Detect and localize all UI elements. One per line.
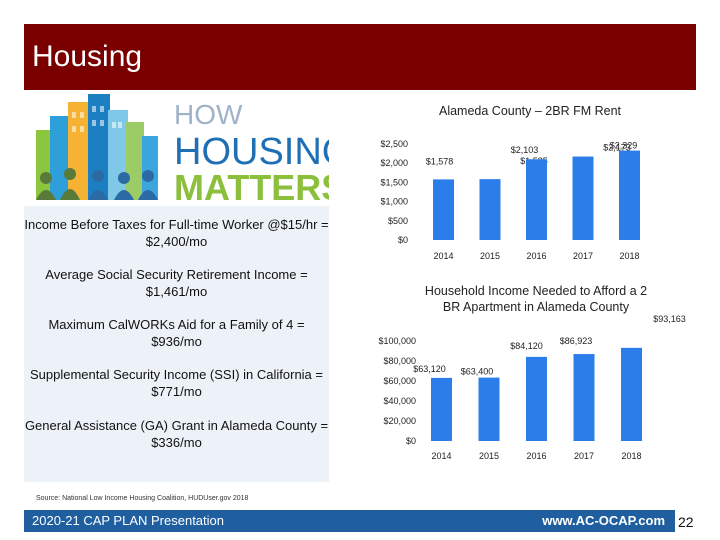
info-item-full-time-worker: Income Before Taxes for Full-time Worker… [24, 217, 329, 249]
rent-bar [526, 159, 547, 240]
income-bar [526, 356, 547, 441]
rent-category-label: 2016 [526, 251, 546, 261]
income-data-label: $93,163 [653, 314, 686, 324]
rent-data-label: $1,578 [426, 156, 454, 166]
rent-ytick-label: $500 [388, 216, 408, 226]
income-ytick-label: $100,000 [378, 336, 416, 346]
income-bar [573, 354, 595, 441]
rent-ytick-label: $2,000 [380, 158, 408, 168]
rent-bar-chart: Alameda County – 2BR FM Rent $0 $500 $1,000… [380, 104, 640, 261]
rent-ytick-label: $2,500 [380, 139, 408, 149]
income-bar [431, 377, 452, 441]
rent-category-label: 2014 [433, 251, 453, 261]
footer-bar: 2020-21 CAP PLAN Presentation www.AC-OCA… [24, 510, 675, 532]
income-category-label: 2016 [526, 451, 546, 461]
logo-buildings-graphic [36, 94, 158, 200]
logo-text-how: HOW [174, 99, 243, 130]
rent-category-label: 2015 [480, 251, 500, 261]
source-note: Source: National Low Income Housing Coal… [36, 495, 249, 502]
income-category-label: 2017 [574, 451, 594, 461]
rent-chart-title-line-1: Alameda County – 2BR FM Rent [439, 104, 622, 118]
income-data-label: $63,400 [461, 367, 494, 377]
income-chart-title-line-2: BR Apartment in Alameda County [443, 300, 630, 314]
income-ytick-label: $80,000 [383, 356, 416, 366]
income-data-label: $63,120 [413, 364, 446, 374]
slide-title: Housing [32, 40, 143, 73]
page-number: 22 [678, 514, 694, 530]
income-bar [478, 377, 500, 441]
rent-ytick-label: $1,500 [380, 177, 408, 187]
footer-presentation-title: 2020-21 CAP PLAN Presentation [32, 513, 224, 528]
footer-website-link[interactable]: www.AC-OCAP.com [542, 513, 665, 528]
rent-ytick-label: $1,000 [380, 197, 408, 207]
info-item-calworks: Maximum CalWORKs Aid for a Family of 4 =… [48, 317, 305, 349]
rent-bar [572, 156, 594, 240]
slide-header: Housing [24, 24, 696, 90]
rent-category-label: 2018 [619, 251, 639, 261]
income-bar [621, 347, 642, 441]
income-chart-title-line-1: Household Income Needed to Afford a 2 [425, 284, 647, 298]
logo-text-housing: HOUSING [174, 131, 329, 173]
income-category-label: 2018 [621, 451, 641, 461]
income-ytick-label: $0 [406, 436, 416, 446]
rent-data-label: $2,173 [603, 143, 631, 153]
income-data-label: $84,120 [510, 341, 543, 351]
rent-bar [433, 179, 454, 240]
income-ytick-label: $40,000 [383, 396, 416, 406]
rent-bar [619, 150, 640, 240]
income-ytick-label: $20,000 [383, 416, 416, 426]
income-category-label: 2015 [479, 451, 499, 461]
income-category-label: 2014 [431, 451, 451, 461]
info-item-general-assistance: General Assistance (GA) Grant in Alameda… [24, 418, 329, 450]
income-ytick-label: $60,000 [383, 376, 416, 386]
rent-category-label: 2017 [573, 251, 593, 261]
info-item-ssi: Supplemental Security Income (SSI) in Ca… [30, 367, 323, 399]
income-info-panel: Income Before Taxes for Full-time Worker… [24, 206, 329, 482]
logo-text-matters: MATTERS [174, 167, 329, 204]
rent-data-label: $2,103 [511, 145, 539, 155]
info-item-social-security: Average Social Security Retirement Incom… [45, 267, 308, 299]
rent-data-label: $2,329 [610, 141, 638, 151]
income-bar-chart: Household Income Needed to Afford a 2 BR … [378, 284, 686, 461]
how-housing-matters-logo: HOW HOUSING MATTERS [36, 94, 329, 204]
rent-bar [479, 179, 501, 240]
income-data-label: $86,923 [560, 336, 593, 346]
rent-ytick-label: $0 [398, 235, 408, 245]
